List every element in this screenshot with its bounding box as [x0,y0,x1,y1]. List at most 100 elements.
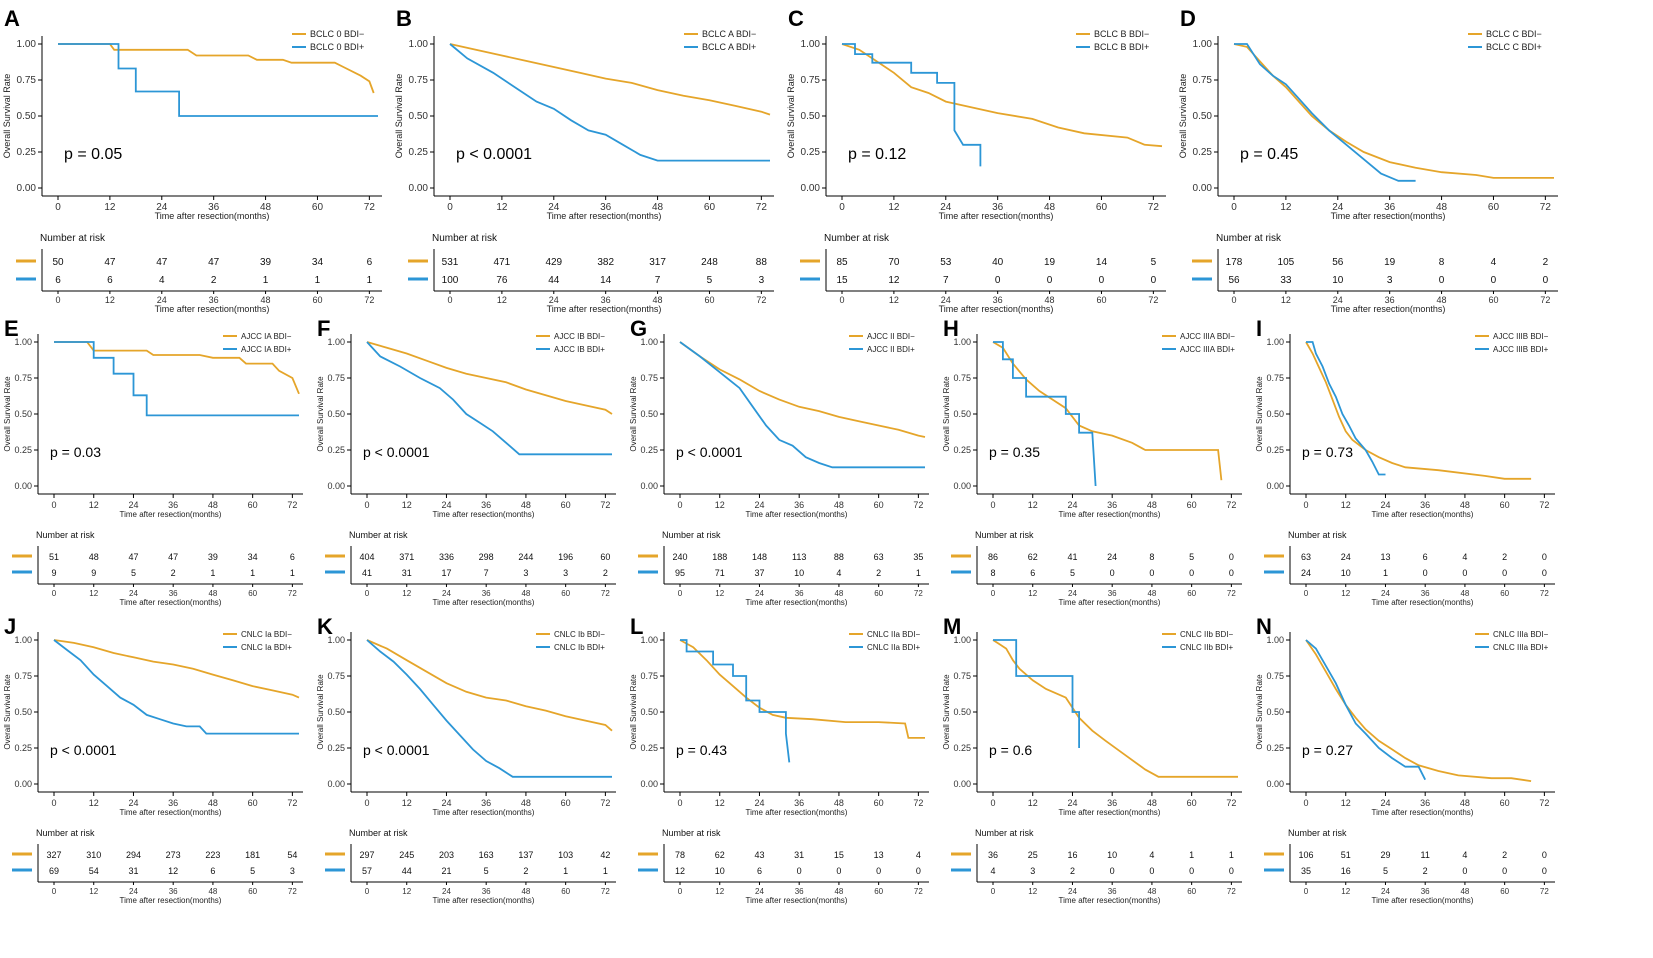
x-tick-label: 72 [913,798,923,808]
legend-entry: AJCC II BDI+ [867,345,915,354]
risk-x-tick-label: 48 [1460,887,1469,896]
y-tick-label: 0.75 [14,671,32,681]
panel-F: F 0.00 0.25 0.50 0.75 1.00 Overall Survival Ra… [316,316,616,607]
risk-x-tick-label: 60 [561,887,570,896]
risk-count-pos: 9 [51,568,56,578]
risk-x-tick-label: 48 [208,887,217,896]
risk-count-neg: 16 [1067,850,1077,860]
risk-count-pos: 10 [1341,568,1351,578]
risk-count-pos: 4 [159,275,165,286]
risk-count-pos: 57 [362,866,372,876]
risk-count-pos: 0 [1462,866,1467,876]
risk-x-tick-label: 0 [365,589,370,598]
x-tick-label: 36 [481,798,491,808]
x-axis-label: Time after resection(months) [746,808,848,817]
risk-count-pos: 0 [1502,866,1507,876]
risk-count-pos: 0 [1543,275,1549,286]
legend-entry: AJCC IIIB BDI+ [1493,345,1549,354]
x-tick-label: 48 [834,798,844,808]
y-tick-label: 0.00 [327,779,345,789]
panel-label-E: E [4,316,19,341]
risk-table-title: Number at risk [1288,828,1347,838]
risk-count-neg: 137 [518,850,533,860]
risk-count-pos: 4 [990,866,995,876]
risk-x-tick-label: 48 [1437,295,1447,305]
risk-count-pos: 2 [1423,866,1428,876]
risk-count-neg: 0 [1542,552,1547,562]
risk-count-neg: 24 [1107,552,1117,562]
risk-count-neg: 60 [600,552,610,562]
risk-count-neg: 429 [545,257,562,268]
risk-count-neg: 14 [1096,257,1108,268]
x-tick-label: 0 [1303,798,1308,808]
x-tick-label: 0 [364,500,369,510]
risk-count-pos: 2 [211,275,217,286]
legend-entry: BCLC C BDI− [1486,29,1542,39]
risk-count-neg: 88 [756,257,768,268]
risk-count-neg: 245 [399,850,414,860]
risk-x-tick-label: 12 [497,295,507,305]
risk-count-neg: 310 [86,850,101,860]
x-tick-label: 60 [248,798,258,808]
risk-x-tick-label: 36 [993,295,1003,305]
legend-entry: CNLC Ia BDI+ [241,643,292,652]
risk-count-neg: 294 [126,850,141,860]
x-axis-label: Time after resection(months) [939,211,1054,221]
legend-entry: CNLC IIIa BDI− [1493,630,1549,639]
p-value: p = 0.12 [848,146,906,163]
y-tick-label: 0.00 [17,183,37,194]
y-tick-label: 0.50 [1266,409,1284,419]
risk-x-tick-label: 36 [169,589,178,598]
risk-count-neg: 297 [359,850,374,860]
risk-x-tick-label: 72 [364,295,374,305]
risk-count-neg: 8 [1149,552,1154,562]
x-tick-label: 12 [1341,500,1351,510]
risk-count-pos: 15 [836,275,848,286]
risk-count-pos: 0 [1110,568,1115,578]
risk-count-pos: 1 [263,275,269,286]
risk-x-tick-label: 72 [288,887,297,896]
risk-x-tick-label: 72 [601,887,610,896]
x-tick-label: 24 [441,798,451,808]
x-axis-label: Time after resection(months) [433,808,535,817]
risk-count-neg: 25 [1028,850,1038,860]
y-tick-label: 0.00 [1266,481,1284,491]
risk-table-title: Number at risk [349,828,408,838]
risk-count-neg: 327 [46,850,61,860]
x-tick-label: 72 [1539,798,1549,808]
p-value: p = 0.05 [64,146,122,163]
panel-M: M 0.00 0.25 0.50 0.75 1.00 Overall Survival Ra… [942,614,1242,905]
risk-count-neg: 39 [260,257,272,268]
risk-x-tick-label: 72 [1148,295,1158,305]
x-tick-label: 60 [561,500,571,510]
risk-count-neg: 244 [518,552,533,562]
y-tick-label: 1.00 [14,635,32,645]
risk-count-pos: 21 [441,866,451,876]
x-tick-label: 48 [1460,500,1470,510]
risk-count-pos: 6 [1030,568,1035,578]
risk-count-neg: 203 [439,850,454,860]
risk-x-tick-label: 60 [1500,589,1509,598]
risk-count-pos: 1 [1383,568,1388,578]
risk-x-tick-label: 48 [208,589,217,598]
risk-count-neg: 5 [1151,257,1157,268]
survival-curve-bdi-neg [366,341,613,415]
p-value: p = 0.45 [1240,146,1298,163]
y-axis-label: Overall Survival Rate [1178,74,1188,159]
risk-x-axis-label: Time after resection(months) [746,896,848,905]
risk-table-title: Number at risk [662,530,721,540]
survival-curve-bdi-pos [993,639,1080,748]
risk-x-tick-label: 24 [755,589,764,598]
x-tick-label: 36 [168,798,178,808]
risk-count-neg: 54 [287,850,297,860]
legend-entry: BCLC B BDI− [1094,29,1149,39]
y-tick-label: 0.75 [327,671,345,681]
risk-count-neg: 62 [1028,552,1038,562]
risk-x-tick-label: 24 [157,295,167,305]
y-tick-label: 1.00 [640,635,658,645]
risk-count-neg: 4 [1491,257,1497,268]
risk-count-neg: 51 [49,552,59,562]
survival-curve-bdi-neg [58,43,375,94]
x-axis-label: Time after resection(months) [547,211,662,221]
risk-x-tick-label: 0 [678,589,683,598]
